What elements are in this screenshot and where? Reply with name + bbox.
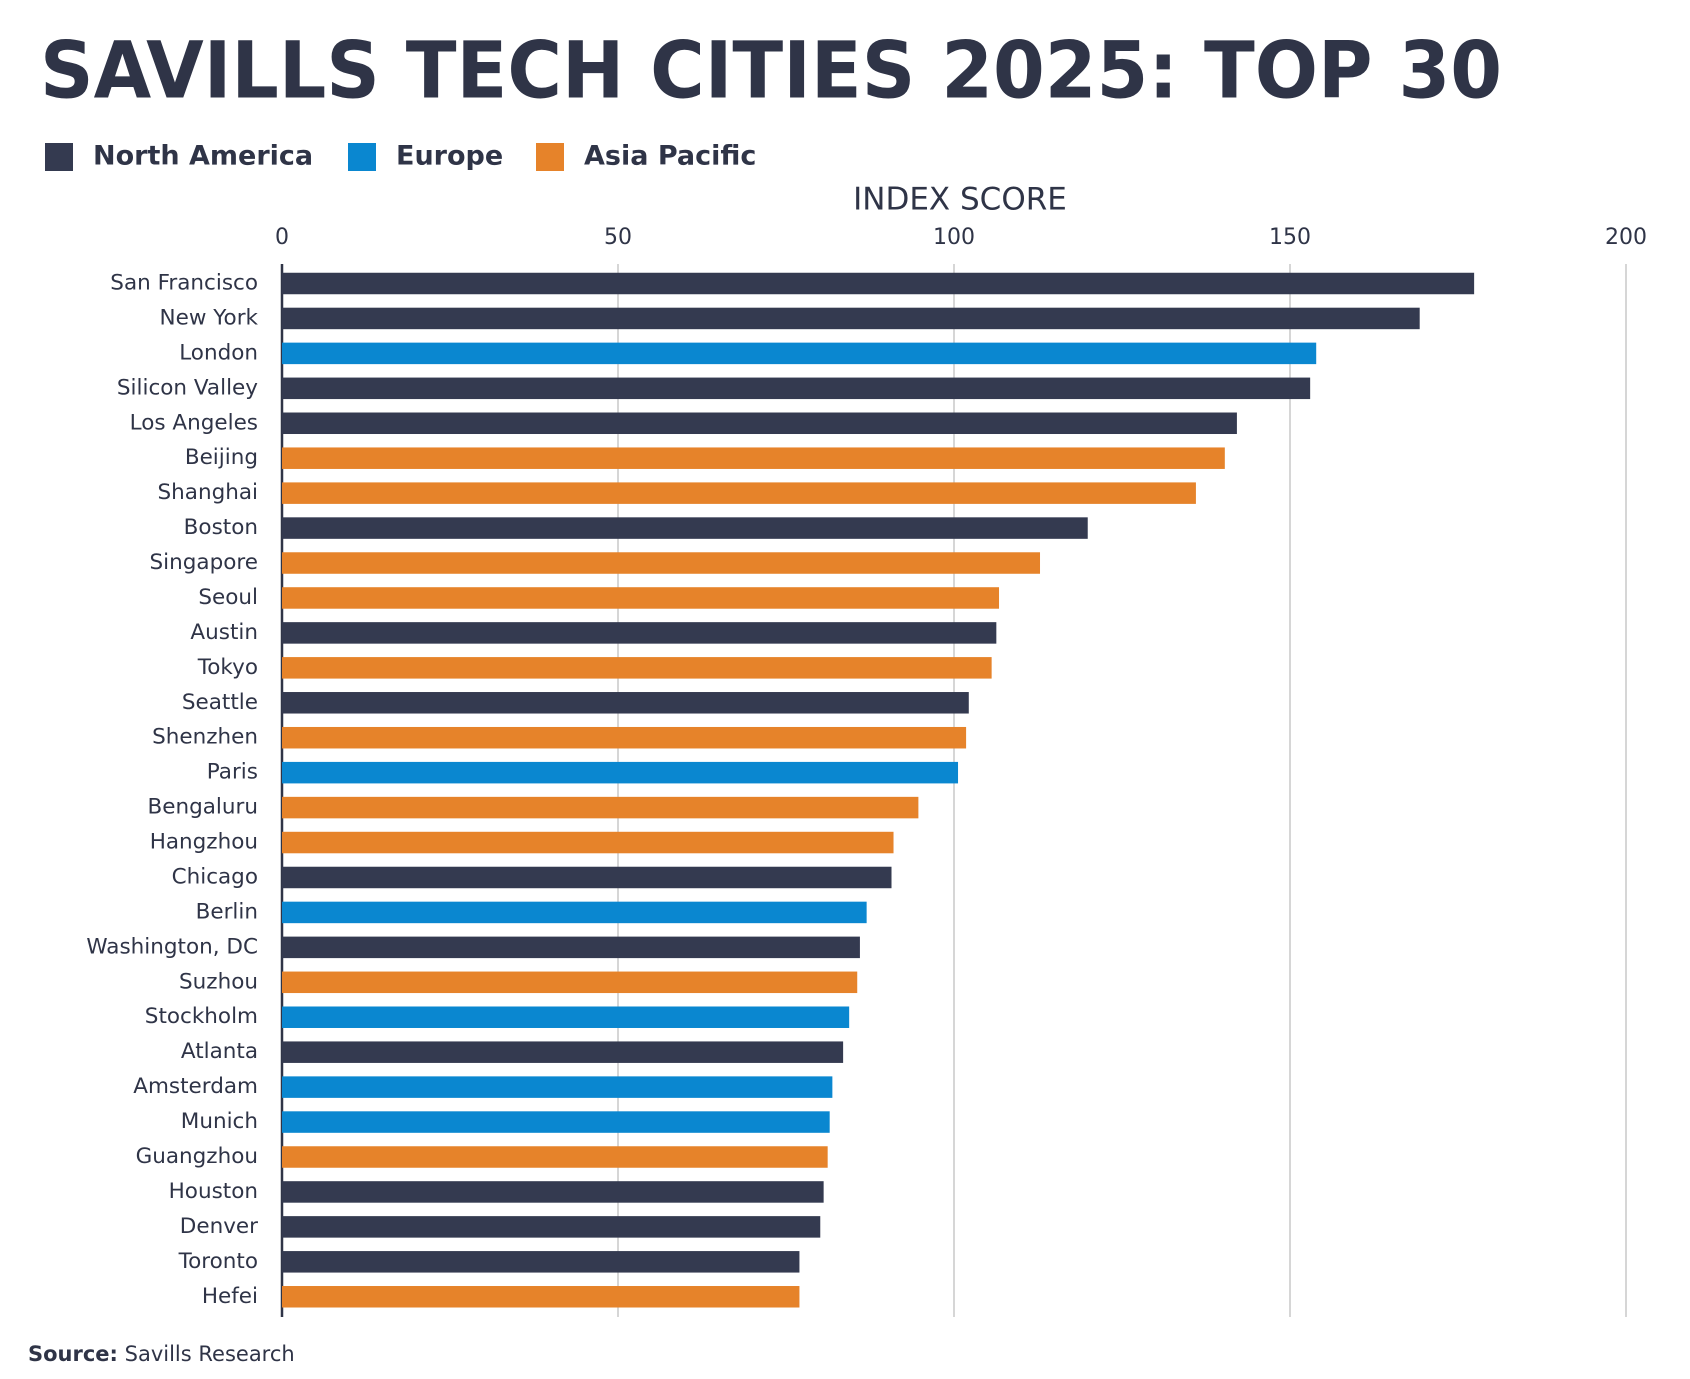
y-tick-label: Berlin xyxy=(196,899,258,924)
y-tick-label: Amsterdam xyxy=(133,1074,258,1099)
chart-title: SAVILLS TECH CITIES 2025: TOP 30 xyxy=(40,26,1502,116)
legend-swatch xyxy=(45,143,73,171)
x-tick-label: 200 xyxy=(1605,225,1647,250)
legend-swatch xyxy=(536,143,564,171)
bar xyxy=(282,657,992,679)
y-tick-label: Shenzhen xyxy=(152,725,258,750)
y-tick-label: Bengaluru xyxy=(148,795,259,820)
y-tick-label: Suzhou xyxy=(179,969,258,994)
y-tick-label: Seoul xyxy=(198,585,258,610)
bar xyxy=(282,796,919,819)
bar xyxy=(282,901,867,924)
y-tick-label: Washington, DC xyxy=(86,934,258,959)
y-tick-label: Chicago xyxy=(172,864,258,889)
y-tick-label: Seattle xyxy=(182,690,258,715)
bar xyxy=(282,447,1225,469)
legend-label: Asia Pacific xyxy=(584,141,756,172)
legend: North America Europe Asia Pacific xyxy=(45,141,756,172)
y-tick-label: Austin xyxy=(190,620,258,645)
source-text: Savills Research xyxy=(125,1342,295,1366)
y-tick-label: Boston xyxy=(184,515,258,540)
y-tick-label: San Francisco xyxy=(110,271,258,296)
bar xyxy=(282,1041,844,1063)
bar xyxy=(282,587,1000,609)
source: Source: Savills Research xyxy=(28,1342,295,1366)
bar xyxy=(282,936,860,959)
y-tick-label: New York xyxy=(160,305,259,330)
bar xyxy=(282,726,967,749)
y-tick-label: Guangzhou xyxy=(136,1144,258,1169)
source-label: Source: xyxy=(28,1342,118,1366)
bar xyxy=(282,412,1237,435)
bar xyxy=(282,831,894,854)
bar xyxy=(282,482,1196,504)
bar xyxy=(282,761,959,784)
bar xyxy=(282,1251,800,1273)
y-tick-label: Singapore xyxy=(150,550,258,575)
bar xyxy=(282,552,1041,574)
bar xyxy=(282,1286,800,1308)
y-tick-label: London xyxy=(179,340,258,365)
x-axis-title: INDEX SCORE xyxy=(853,182,1067,218)
bar xyxy=(282,1076,833,1098)
y-tick-label: Houston xyxy=(169,1179,258,1204)
bar xyxy=(282,307,1420,330)
x-tick-label: 50 xyxy=(604,225,632,250)
bar xyxy=(282,692,969,714)
bar xyxy=(282,971,858,994)
bar xyxy=(282,1181,824,1203)
legend-label: Europe xyxy=(396,141,503,172)
x-tick-label: 150 xyxy=(1269,225,1311,250)
y-tick-label: Stockholm xyxy=(145,1004,258,1029)
y-tick-label: Tokyo xyxy=(197,655,258,680)
y-tick-label: Shanghai xyxy=(158,480,259,505)
bar xyxy=(282,1111,830,1133)
y-tick-label: Denver xyxy=(180,1214,258,1239)
bar xyxy=(282,1006,850,1028)
x-tick-label: 0 xyxy=(275,225,289,250)
y-tick-label: Hefei xyxy=(202,1284,258,1309)
y-tick-label: Atlanta xyxy=(181,1039,258,1064)
y-tick-label: Hangzhou xyxy=(150,830,258,855)
legend-swatch xyxy=(348,143,376,171)
bar xyxy=(282,342,1317,365)
x-tick-label: 100 xyxy=(933,225,975,250)
bar xyxy=(282,272,1475,295)
y-tick-label: Beijing xyxy=(185,445,258,470)
y-tick-label: Munich xyxy=(181,1109,258,1134)
bar xyxy=(282,377,1311,400)
y-tick-label: Paris xyxy=(207,760,258,785)
y-tick-label: Silicon Valley xyxy=(117,375,258,400)
legend-label: North America xyxy=(93,141,313,172)
bar xyxy=(282,1216,821,1238)
bar xyxy=(282,622,997,644)
bar xyxy=(282,517,1088,539)
bar xyxy=(282,1146,828,1168)
y-tick-label: Los Angeles xyxy=(130,410,258,435)
y-tick-label: Toronto xyxy=(178,1249,258,1274)
bar xyxy=(282,866,892,889)
